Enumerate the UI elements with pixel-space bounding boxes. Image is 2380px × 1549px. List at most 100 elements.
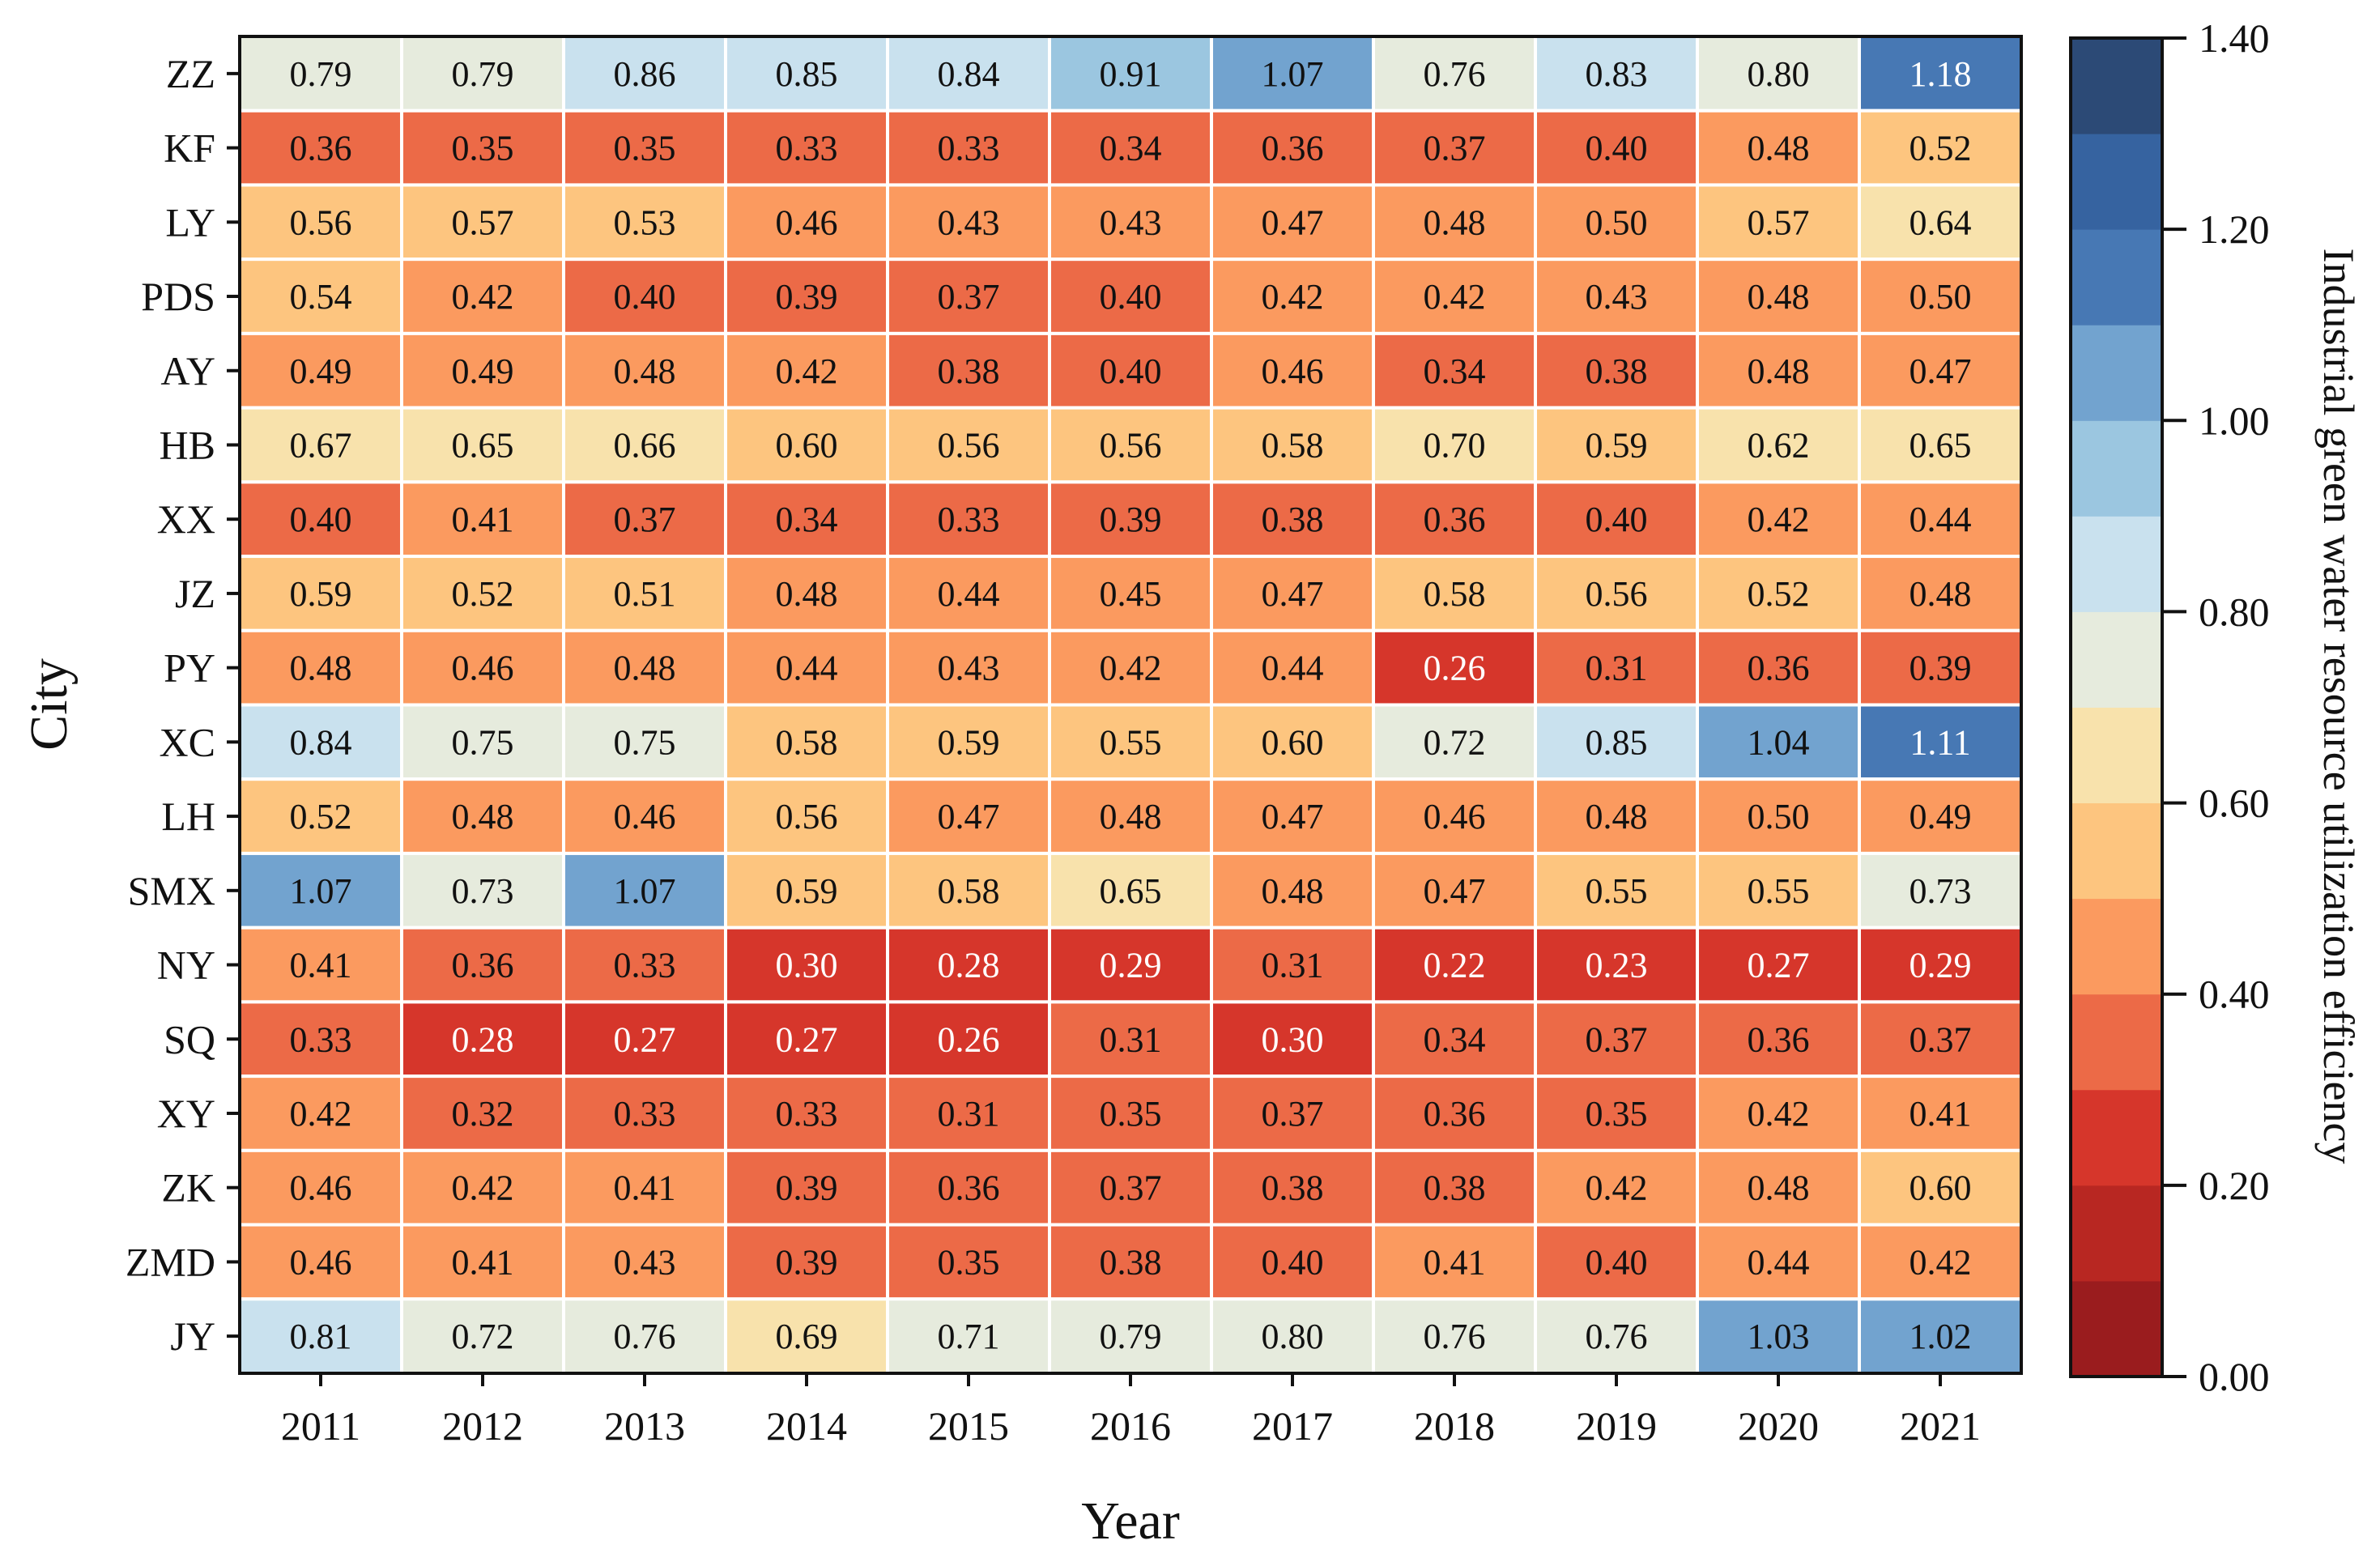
cell-value-label: 1.07	[1262, 54, 1324, 94]
cell-value-label: 0.47	[1424, 871, 1486, 911]
heatmap-cell	[1372, 480, 1537, 559]
cell-value-label: 0.41	[614, 1168, 676, 1208]
cell-value-label: 0.45	[1100, 574, 1162, 614]
cell-value-label: 0.37	[938, 277, 1000, 317]
cell-value-label: 0.42	[1910, 1242, 1972, 1282]
x-tick-label: 2018	[1414, 1403, 1495, 1449]
heatmap-cell	[1210, 851, 1375, 930]
cell-value-label: 0.47	[1910, 351, 1972, 391]
cell-value-label: 0.31	[938, 1094, 1000, 1134]
cell-value-label: 0.79	[452, 54, 514, 94]
cell-value-label: 0.56	[1100, 425, 1162, 465]
colorbar-title: Industrial green water resource utilizat…	[2314, 249, 2363, 1164]
cell-value-label: 0.47	[1262, 202, 1324, 242]
heatmap-cell	[1696, 480, 1861, 559]
cell-value-label: 0.49	[290, 351, 352, 391]
cell-value-label: 0.42	[1748, 500, 1810, 539]
cell-value-label: 0.69	[776, 1317, 838, 1356]
colorbar-segment	[2071, 898, 2162, 995]
cell-value-label: 0.60	[1910, 1168, 1972, 1208]
heatmap-cell	[1210, 183, 1375, 262]
cell-value-label: 0.38	[1424, 1168, 1486, 1208]
cell-value-label: 0.85	[776, 54, 838, 94]
cell-value-label: 0.40	[1100, 351, 1162, 391]
cell-value-label: 0.37	[1100, 1168, 1162, 1208]
cell-value-label: 0.56	[776, 797, 838, 836]
cell-value-label: 0.34	[1100, 129, 1162, 168]
heatmap-cell	[400, 1000, 565, 1079]
cell-value-label: 0.55	[1586, 871, 1648, 911]
heatmap-cell	[400, 331, 565, 410]
heatmap-cell	[1858, 109, 2023, 187]
heatmap-cell	[1048, 1000, 1213, 1079]
cell-value-label: 0.70	[1424, 425, 1486, 465]
cell-value-label: 0.58	[1262, 425, 1324, 465]
cell-value-label: 0.33	[290, 1019, 352, 1059]
heatmap-cell	[886, 1223, 1051, 1301]
cell-value-label: 0.35	[938, 1242, 1000, 1282]
heatmap-cell	[724, 406, 889, 484]
y-tick-label: JZ	[175, 571, 215, 616]
cell-value-label: 0.42	[1586, 1168, 1648, 1208]
cell-value-label: 1.18	[1910, 54, 1972, 94]
cell-value-label: 0.22	[1424, 946, 1486, 985]
heatmap-cell	[1372, 109, 1537, 187]
y-tick-label: HB	[160, 422, 215, 467]
cell-value-label: 0.38	[1262, 1168, 1324, 1208]
cell-value-label: 0.75	[452, 722, 514, 762]
cell-value-label: 0.66	[614, 425, 676, 465]
colorbar-segment	[2071, 420, 2162, 517]
heatmap-cell	[886, 703, 1051, 781]
cell-value-label: 0.29	[1100, 946, 1162, 985]
cell-value-label: 0.48	[1748, 129, 1810, 168]
cell-value-label: 0.33	[776, 129, 838, 168]
cell-value-label: 0.48	[1910, 574, 1972, 614]
cell-value-label: 1.03	[1748, 1317, 1810, 1356]
heatmap-cell	[1048, 480, 1213, 559]
cell-value-label: 0.83	[1586, 54, 1648, 94]
cell-value-label: 0.40	[1100, 277, 1162, 317]
cell-value-label: 0.72	[452, 1317, 514, 1356]
cell-value-label: 0.85	[1586, 722, 1648, 762]
colorbar-segment	[2071, 707, 2162, 804]
colorbar: 0.00 0.20 0.40 0.60 0.80 1.00 1.20 1.40	[2069, 15, 2270, 1399]
cell-value-label: 0.34	[1424, 351, 1486, 391]
cell-value-label: 0.86	[614, 54, 676, 94]
colorbar-tick-label: 1.20	[2199, 206, 2270, 252]
cell-value-label: 0.48	[614, 649, 676, 688]
cell-value-label: 0.59	[1586, 425, 1648, 465]
cell-value-label: 0.36	[1748, 649, 1810, 688]
heatmap-cell	[1696, 777, 1861, 855]
y-tick-label: PDS	[141, 274, 215, 319]
cell-value-label: 1.07	[290, 871, 352, 911]
heatmap-cell	[1858, 851, 2023, 930]
heatmap-cell	[1048, 35, 1213, 113]
heatmap-cell	[238, 109, 403, 187]
heatmap-cell	[1696, 926, 1861, 1004]
colorbar-segment	[2071, 516, 2162, 612]
heatmap-cell	[724, 1297, 889, 1376]
y-tick-label: AY	[160, 348, 215, 394]
cell-value-label: 1.07	[614, 871, 676, 911]
heatmap-cell	[400, 777, 565, 855]
cell-value-label: 0.41	[290, 946, 352, 985]
cell-value-label: 0.28	[452, 1019, 514, 1059]
cell-value-label: 0.39	[776, 1242, 838, 1282]
cell-value-label: 0.32	[452, 1094, 514, 1134]
cell-value-label: 0.37	[1424, 129, 1486, 168]
cell-value-label: 0.59	[938, 722, 1000, 762]
colorbar-tick-label: 1.40	[2199, 15, 2270, 61]
x-axis: 2011 2012 2013 2014 2015 2016 2017 2018 2019 2020…	[281, 1373, 1981, 1449]
cell-value-label: 0.46	[614, 797, 676, 836]
heatmap-cell	[1372, 1148, 1537, 1227]
cell-value-label: 0.52	[1910, 129, 1972, 168]
cell-value-label: 0.44	[938, 574, 1000, 614]
cell-value-label: 0.44	[1262, 649, 1324, 688]
heatmap-cell	[1858, 480, 2023, 559]
heatmap-cell	[238, 480, 403, 559]
heatmap-cell	[1858, 703, 2023, 781]
heatmap-cell	[1696, 628, 1861, 707]
heatmap-cell	[1696, 851, 1861, 930]
heatmap-cell	[1858, 777, 2023, 855]
cell-value-label: 0.43	[938, 649, 1000, 688]
